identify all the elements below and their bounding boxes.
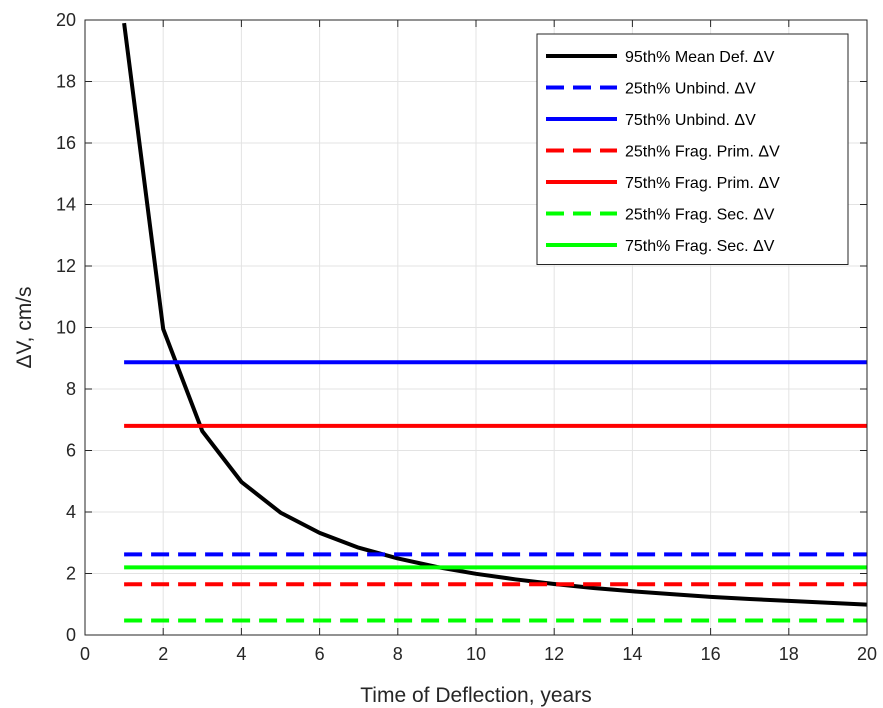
y-tick-label: 2 (66, 564, 76, 584)
x-tick-label: 18 (779, 644, 799, 664)
x-tick-label: 12 (544, 644, 564, 664)
y-tick-label: 20 (56, 10, 76, 30)
y-tick-label: 14 (56, 195, 76, 215)
y-tick-label: 4 (66, 502, 76, 522)
y-tick-label: 18 (56, 72, 76, 92)
x-tick-label: 0 (80, 644, 90, 664)
legend-label: 75th% Frag. Prim. ΔV (625, 175, 780, 192)
x-tick-label: 14 (622, 644, 642, 664)
x-tick-label: 16 (701, 644, 721, 664)
x-tick-label: 6 (315, 644, 325, 664)
legend: 95th% Mean Def. ΔV 25th% Unbind. ΔV 75th% … (536, 33, 849, 265)
y-tick-label: 12 (56, 256, 76, 276)
x-tick-label: 10 (466, 644, 486, 664)
y-tick-label: 16 (56, 133, 76, 153)
x-tick-label: 4 (236, 644, 246, 664)
y-tick-label: 0 (66, 625, 76, 645)
series-group (122, 22, 868, 623)
legend-label: 75th% Unbind. ΔV (625, 112, 756, 129)
legend-label: 25th% Frag. Sec. ΔV (625, 207, 775, 224)
x-tick-label: 20 (857, 644, 877, 664)
legend-label: 25th% Unbind. ΔV (625, 81, 756, 98)
x-tick-label: 2 (158, 644, 168, 664)
axes (84, 19, 868, 636)
y-tick-label: 6 (66, 441, 76, 461)
legend-label: 95th% Mean Def. ΔV (625, 49, 775, 66)
tick-labels: 0 2 4 6 8 10 12 14 16 18 20 0 2 4 6 8 10 12 14 16 18 20 (56, 10, 877, 664)
y-tick-label: 8 (66, 379, 76, 399)
legend-label: 75th% Frag. Sec. ΔV (625, 238, 775, 255)
x-tick-label: 8 (393, 644, 403, 664)
y-axis-title: ΔV, cm/s (13, 286, 36, 368)
y-tick-label: 10 (56, 318, 76, 338)
legend-label: 25th% Frag. Prim. ΔV (625, 144, 780, 161)
series-line-1 (122, 22, 868, 607)
x-axis-title: Time of Deflection, years (360, 684, 591, 707)
